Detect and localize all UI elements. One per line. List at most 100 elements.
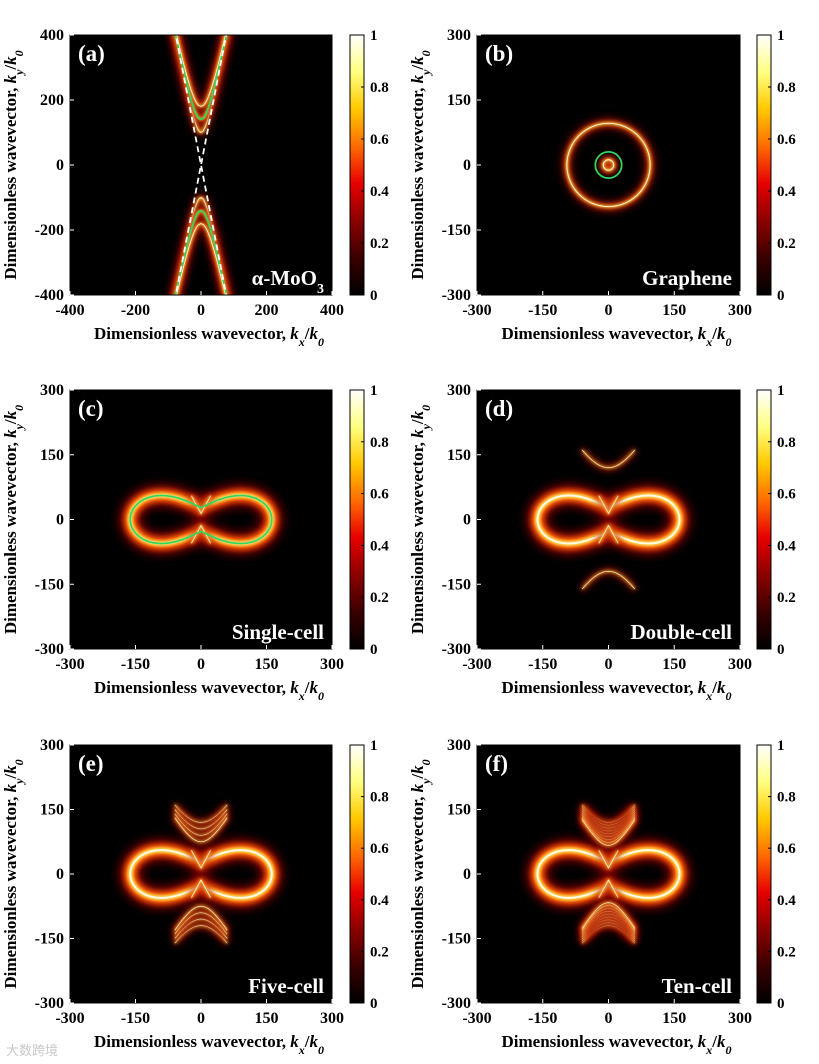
y-axis-label-group: Dimensionless wavevector, ky/k0 (408, 759, 433, 988)
x-axis-label: Dimensionless wavevector, kx/k0 (94, 324, 324, 349)
x-tick-label: 150 (662, 1010, 686, 1027)
y-tick-label: 150 (40, 802, 64, 819)
branch-8-top-center (581, 819, 636, 846)
colorbar-tick-label: 0.2 (777, 944, 796, 960)
x-tick-label: -300 (462, 1010, 491, 1027)
y-axis-label-group: Dimensionless wavevector, ky/k0 (1, 759, 26, 988)
green-hyperbola (174, 209, 228, 295)
colorbar (349, 744, 365, 1004)
colorbar-tick-label: 0.2 (370, 944, 389, 960)
hyperbola-bottom-2-center (176, 223, 226, 295)
eight-contour-center (129, 849, 273, 899)
watermark: 大数跨境 (6, 1044, 59, 1059)
branch-2-bottom-center (174, 912, 228, 935)
colorbar (756, 389, 772, 650)
panel-d: -300 -150 0 150 300 -300 -150 0 150 300 Dimensionl… (408, 382, 796, 703)
colorbar-tick-label: 1 (370, 383, 378, 399)
panel-label: (d) (485, 396, 513, 421)
branch-0-bottom-center (174, 925, 228, 944)
x-tick-label: 150 (662, 656, 686, 673)
y-tick-label: 0 (56, 866, 64, 883)
y-tick-label: 0 (463, 866, 471, 883)
colorbar-tick-label: 0.8 (370, 435, 389, 451)
x-tick-label: 300 (320, 1010, 344, 1027)
colorbar-tick-label: 0.4 (370, 538, 389, 554)
y-axis-label-group: Dimensionless wavevector, ky/k0 (408, 50, 433, 279)
y-tick-label: -150 (442, 576, 471, 593)
x-tick-label: 0 (197, 656, 205, 673)
panel-c: -300 -150 0 150 300 -300 -150 0 150 300 Dimensionl… (1, 382, 389, 703)
x-tick-label: -300 (462, 656, 491, 673)
colorbar (349, 389, 365, 650)
y-axis-label: Dimensionless wavevector, ky/k0 (1, 759, 26, 988)
eight-contour-center (536, 849, 681, 899)
colorbar-tick-label: 0.8 (777, 790, 796, 806)
x-tick-label: 300 (320, 656, 344, 673)
y-tick-label: -300 (442, 641, 471, 658)
colorbar-tick-label: 0 (777, 996, 785, 1012)
x-tick-label: 300 (728, 656, 752, 673)
y-tick-label: -300 (35, 995, 64, 1012)
y-tick-label: 150 (40, 447, 64, 464)
x-tick-label: -150 (121, 656, 150, 673)
panel-label: (b) (485, 41, 513, 66)
material-label: Double-cell (631, 620, 733, 644)
y-axis-label-group: Dimensionless wavevector, ky/k0 (408, 405, 433, 634)
circle-1-center (602, 159, 615, 171)
colorbar-tick-label: 0.6 (777, 487, 796, 503)
colorbar-tick-label: 0.8 (370, 790, 389, 806)
plot-background (477, 35, 740, 295)
x-tick-label: -150 (528, 302, 557, 319)
plot-area (526, 803, 691, 945)
colorbar-tick-label: 0 (370, 642, 378, 658)
branch-0-top-center (581, 449, 636, 469)
y-tick-label: 0 (56, 512, 64, 529)
x-tick-label: -200 (121, 302, 150, 319)
x-axis-label: Dimensionless wavevector, kx/k0 (502, 1032, 732, 1057)
y-tick-label: -150 (35, 931, 64, 948)
branch-2-top-center (174, 813, 228, 836)
green-circle (594, 150, 623, 180)
y-tick-label: 300 (447, 737, 471, 754)
colorbar-tick-label: 0.4 (777, 538, 796, 554)
x-tick-label: -300 (462, 302, 491, 319)
colorbar-tick-label: 0 (777, 642, 785, 658)
x-tick-label: 300 (728, 1010, 752, 1027)
branch-8-bottom-center (581, 902, 636, 929)
circle-0-center (566, 122, 651, 208)
x-axis-label: Dimensionless wavevector, kx/k0 (94, 678, 324, 703)
inner-branch-1-center (598, 879, 619, 898)
material-label: Ten-cell (662, 974, 733, 998)
x-tick-label: -300 (55, 1010, 84, 1027)
asymptote-line-0 (174, 35, 228, 295)
x-tick-label: 0 (197, 1010, 205, 1027)
y-axis-label: Dimensionless wavevector, ky/k0 (1, 50, 26, 279)
colorbar-tick-label: 0.2 (370, 590, 389, 606)
y-tick-label: -300 (442, 287, 471, 304)
x-tick-label: -150 (528, 1010, 557, 1027)
inner-branch-1-center (191, 524, 211, 544)
branch-3-top-center (174, 817, 228, 843)
hyperbola-top-2-center (176, 35, 226, 107)
y-tick-label: 300 (447, 382, 471, 399)
x-tick-label: 0 (605, 656, 613, 673)
y-tick-label: -150 (442, 222, 471, 239)
y-tick-label: 150 (447, 92, 471, 109)
colorbar-tick-label: 0.6 (777, 841, 796, 857)
colorbar-tick-label: 1 (777, 383, 785, 399)
plot-area (526, 448, 691, 591)
colorbar-tick-label: 0.8 (370, 80, 389, 96)
inner-branch-1-center (598, 524, 619, 544)
colorbar-tick-label: 1 (370, 738, 378, 754)
y-tick-label: 300 (40, 737, 64, 754)
green-hyperbola (174, 35, 228, 121)
colorbar-tick-label: 0.4 (370, 184, 389, 200)
x-tick-label: 0 (197, 302, 205, 319)
panel-label: (f) (485, 751, 508, 776)
colorbar-tick-label: 1 (370, 28, 378, 44)
y-tick-label: -200 (35, 222, 64, 239)
colorbar-tick-label: 0.6 (370, 487, 389, 503)
y-tick-label: 0 (463, 512, 471, 529)
panel-label: (a) (78, 41, 105, 66)
